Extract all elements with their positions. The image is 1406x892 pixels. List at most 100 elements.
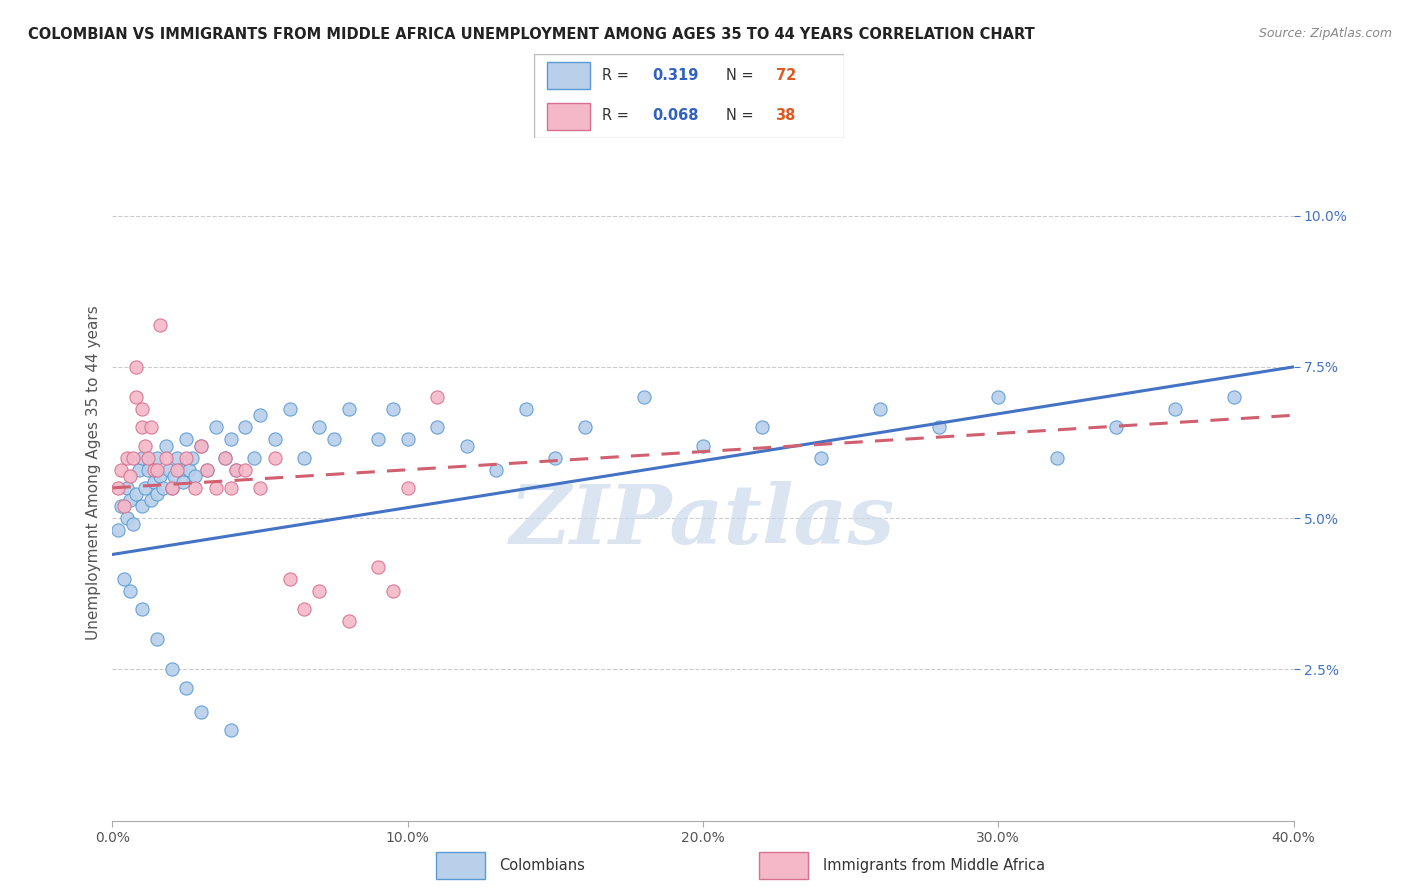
Point <box>120 583 142 598</box>
Point <box>120 493 142 508</box>
Point <box>219 723 242 737</box>
Point <box>426 390 449 404</box>
Point <box>157 463 180 477</box>
Point <box>810 450 832 465</box>
Point <box>155 450 177 465</box>
Point <box>190 438 212 452</box>
Point <box>172 475 194 489</box>
Point <box>337 614 360 628</box>
Point <box>112 572 135 586</box>
Point <box>131 402 153 417</box>
Text: N =: N = <box>725 108 758 123</box>
Text: 0.319: 0.319 <box>652 68 699 83</box>
Text: Colombians: Colombians <box>499 858 585 872</box>
Text: ZIPatlas: ZIPatlas <box>510 482 896 561</box>
Text: 38: 38 <box>776 108 796 123</box>
Point <box>1223 390 1246 404</box>
Point <box>308 583 330 598</box>
Point <box>155 438 177 452</box>
Point <box>243 450 266 465</box>
Point <box>456 438 478 452</box>
Point <box>382 402 405 417</box>
Point <box>134 481 156 495</box>
Point <box>174 450 197 465</box>
Point <box>131 602 153 616</box>
Y-axis label: Unemployment Among Ages 35 to 44 years: Unemployment Among Ages 35 to 44 years <box>86 305 101 640</box>
Point <box>692 438 714 452</box>
Point <box>308 420 330 434</box>
Point <box>195 463 218 477</box>
Point <box>278 572 301 586</box>
Point <box>396 433 419 447</box>
Point <box>323 433 346 447</box>
Point <box>149 468 172 483</box>
FancyBboxPatch shape <box>547 62 591 89</box>
Point <box>125 359 148 374</box>
Point <box>146 632 169 647</box>
Point <box>136 450 159 465</box>
Point <box>110 499 132 513</box>
Point <box>117 450 138 465</box>
Point <box>163 468 186 483</box>
FancyBboxPatch shape <box>759 852 808 879</box>
Point <box>169 463 191 477</box>
Point <box>110 463 132 477</box>
Point <box>574 420 596 434</box>
Point <box>146 463 169 477</box>
Point <box>426 420 449 434</box>
Point <box>225 463 247 477</box>
Point <box>515 402 537 417</box>
Point <box>136 463 159 477</box>
Point <box>214 450 236 465</box>
Point <box>179 463 201 477</box>
Point <box>122 450 145 465</box>
Point <box>125 390 148 404</box>
Point <box>107 481 129 495</box>
Point <box>160 481 183 495</box>
Point <box>142 463 165 477</box>
Point <box>160 662 183 676</box>
Point <box>1164 402 1187 417</box>
Point <box>1105 420 1128 434</box>
Point <box>249 409 271 423</box>
Point <box>190 438 212 452</box>
Point <box>131 499 153 513</box>
Text: N =: N = <box>725 68 758 83</box>
Point <box>128 463 150 477</box>
Point <box>160 481 183 495</box>
Point <box>264 450 287 465</box>
Point <box>166 450 188 465</box>
Point <box>117 511 138 525</box>
Point <box>485 463 508 477</box>
Point <box>174 433 197 447</box>
Point <box>125 487 148 501</box>
Point <box>214 450 236 465</box>
Point <box>382 583 405 598</box>
Point <box>107 523 129 537</box>
Point <box>120 468 142 483</box>
Point <box>174 681 197 695</box>
Point <box>869 402 891 417</box>
FancyBboxPatch shape <box>534 54 844 138</box>
Point <box>633 390 655 404</box>
Point <box>337 402 360 417</box>
Point <box>139 420 162 434</box>
Point <box>142 475 165 489</box>
Point <box>166 463 188 477</box>
Point <box>184 468 207 483</box>
Point <box>225 463 247 477</box>
Point <box>117 481 138 495</box>
Point <box>219 433 242 447</box>
Point <box>233 463 256 477</box>
Point <box>131 450 153 465</box>
FancyBboxPatch shape <box>436 852 485 879</box>
Point <box>149 318 172 332</box>
Point <box>195 463 218 477</box>
Text: Source: ZipAtlas.com: Source: ZipAtlas.com <box>1258 27 1392 40</box>
Point <box>928 420 950 434</box>
Point <box>1046 450 1069 465</box>
Point <box>122 517 145 532</box>
Point <box>751 420 773 434</box>
Point <box>205 420 228 434</box>
Point <box>139 493 162 508</box>
